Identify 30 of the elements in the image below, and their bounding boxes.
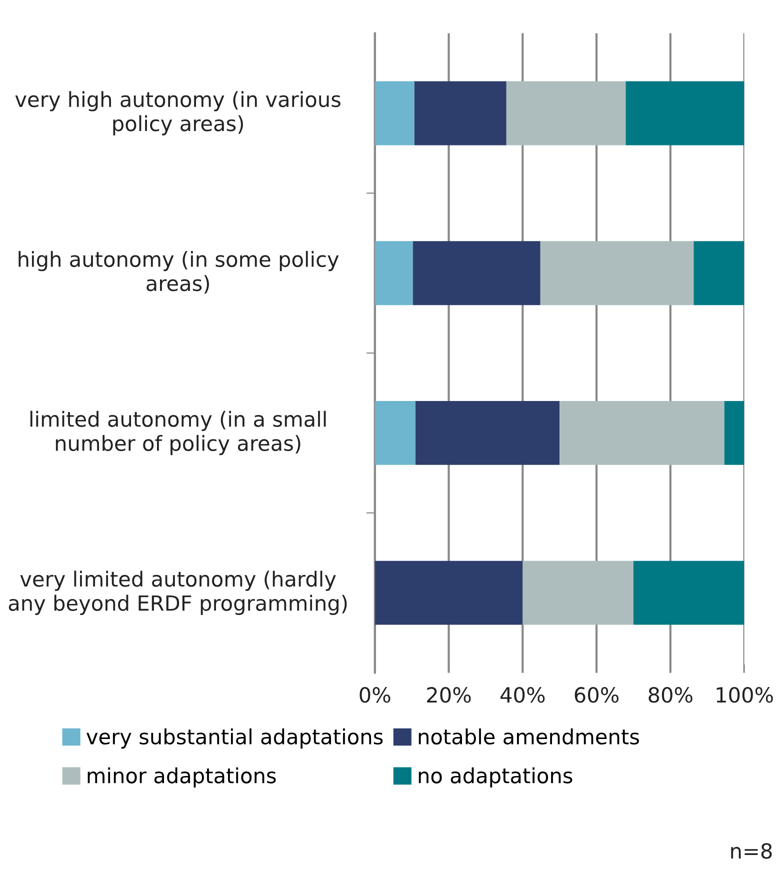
y-tick-label: high autonomy (in some policy areas) xyxy=(18,250,339,294)
legend-label: no adaptations xyxy=(418,767,572,788)
bar xyxy=(412,241,540,306)
bar xyxy=(694,241,744,306)
bar xyxy=(540,241,694,306)
legend-label: notable amendments xyxy=(418,728,639,745)
y-tick-label: limited autonomy (in a small number of policy areas) xyxy=(30,410,326,456)
legend-label: minor adaptations xyxy=(88,767,276,788)
bar xyxy=(374,241,413,306)
x-tick-label: 80% xyxy=(648,687,692,703)
bar xyxy=(522,560,634,625)
bar xyxy=(374,81,414,146)
x-tick-label: 100% xyxy=(716,687,773,703)
bar xyxy=(416,400,560,465)
bar xyxy=(414,81,506,146)
text: n=8 xyxy=(731,843,772,859)
x-tick-label: 0% xyxy=(360,687,390,703)
y-tick-label: very limited autonomy (hardly any beyond ERDF programming) xyxy=(8,570,347,615)
x-tick-label: 20% xyxy=(427,687,471,703)
bar xyxy=(724,400,744,465)
x-tick-label: 60% xyxy=(574,687,619,703)
bar xyxy=(506,81,626,146)
bar xyxy=(626,81,744,146)
bar xyxy=(560,400,724,465)
legend-label: very substantial adaptations xyxy=(86,728,383,749)
bar xyxy=(374,400,416,465)
bar xyxy=(633,560,744,625)
y-tick-label: very high autonomy (in various policy areas) xyxy=(15,91,340,136)
bar xyxy=(374,560,523,625)
x-tick-label: 40% xyxy=(500,687,545,703)
